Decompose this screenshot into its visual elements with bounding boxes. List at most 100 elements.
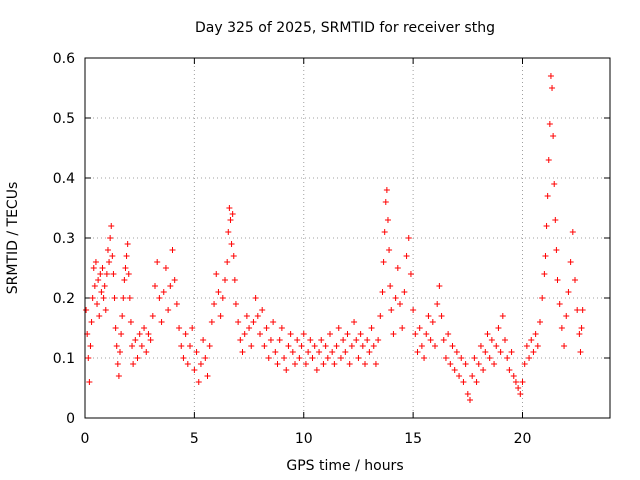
data-point: [95, 277, 102, 283]
y-tick-label: 0.6: [53, 51, 75, 67]
data-point: [530, 349, 537, 355]
data-point: [102, 307, 109, 313]
data-point: [110, 271, 117, 277]
data-point: [101, 283, 108, 289]
data-point: [329, 349, 336, 355]
data-point: [399, 325, 406, 331]
data-point: [528, 337, 535, 343]
data-point: [423, 331, 430, 337]
data-point: [173, 301, 180, 307]
data-point: [311, 343, 318, 349]
data-point: [574, 307, 581, 313]
data-point: [141, 325, 148, 331]
data-point: [521, 361, 528, 367]
data-point: [156, 295, 163, 301]
data-point: [375, 337, 382, 343]
data-point: [263, 325, 270, 331]
data-point: [305, 349, 312, 355]
data-point: [270, 319, 277, 325]
data-point: [96, 313, 103, 319]
data-point: [108, 223, 115, 229]
data-point: [510, 373, 517, 379]
y-tick-label: 0.1: [53, 351, 75, 367]
data-point: [246, 325, 253, 331]
data-point: [563, 313, 570, 319]
data-point: [228, 241, 235, 247]
y-tick-label: 0: [66, 411, 75, 427]
chart-title: Day 325 of 2025, SRMTID for receiver sth…: [195, 20, 495, 36]
data-point: [464, 391, 471, 397]
data-point: [467, 397, 473, 403]
data-point: [213, 271, 220, 277]
data-point: [278, 325, 285, 331]
data-point: [549, 85, 556, 91]
data-point: [136, 331, 143, 337]
axis-ticks: 0 0.1 0.2 0.3 0.4 0.5 0.6 0 5 10 15 20: [53, 51, 610, 447]
data-point: [99, 265, 106, 271]
data-point: [401, 289, 408, 295]
data-point: [324, 355, 331, 361]
data-point: [477, 343, 484, 349]
data-point: [92, 259, 99, 265]
data-point: [418, 343, 425, 349]
data-point: [543, 223, 550, 229]
data-point: [103, 271, 110, 277]
data-point: [237, 337, 244, 343]
data-point: [340, 337, 347, 343]
data-point: [272, 349, 279, 355]
data-point: [193, 349, 200, 355]
data-point: [152, 283, 158, 289]
data-point: [189, 325, 196, 331]
data-point: [387, 283, 394, 289]
data-point: [215, 289, 222, 295]
data-point: [204, 373, 211, 379]
data-point: [252, 295, 259, 301]
data-point: [351, 319, 358, 325]
data-point: [134, 355, 141, 361]
data-point: [120, 295, 127, 301]
data-point: [517, 391, 524, 397]
data-point: [344, 331, 351, 337]
data-point: [281, 355, 288, 361]
data-point: [86, 379, 93, 385]
data-point: [118, 331, 125, 337]
data-point: [231, 277, 238, 283]
data-point: [109, 253, 116, 259]
data-point: [167, 283, 174, 289]
data-point: [187, 343, 193, 349]
data-point: [486, 355, 493, 361]
x-axis-label: GPS time / hours: [286, 458, 403, 474]
data-point: [154, 259, 161, 265]
data-point: [416, 325, 423, 331]
data-point: [184, 361, 191, 367]
data-point: [89, 295, 96, 301]
data-point: [333, 343, 340, 349]
data-point: [508, 349, 515, 355]
data-point: [405, 235, 412, 241]
data-point: [91, 283, 98, 289]
data-point: [515, 385, 522, 391]
data-point: [257, 331, 263, 337]
data-point: [512, 379, 519, 385]
data-point: [346, 361, 353, 367]
data-point: [407, 271, 414, 277]
data-point: [327, 331, 333, 337]
data-point: [160, 289, 167, 295]
data-point: [469, 373, 476, 379]
data-point: [434, 301, 441, 307]
data-point: [222, 277, 228, 283]
data-point: [541, 271, 548, 277]
data-point: [178, 343, 185, 349]
data-point: [285, 343, 292, 349]
data-point: [98, 289, 105, 295]
data-point: [473, 379, 480, 385]
data-point: [429, 319, 436, 325]
data-point: [191, 367, 198, 373]
data-point: [382, 199, 389, 205]
data-point: [250, 319, 257, 325]
data-point: [547, 73, 554, 79]
x-tick-label: 10: [295, 431, 313, 447]
data-point: [372, 361, 379, 367]
data-point: [381, 229, 388, 235]
